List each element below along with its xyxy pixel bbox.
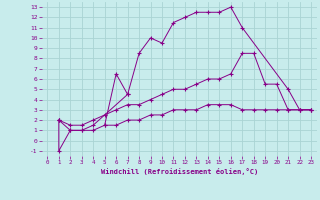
X-axis label: Windchill (Refroidissement éolien,°C): Windchill (Refroidissement éolien,°C) (100, 168, 258, 175)
